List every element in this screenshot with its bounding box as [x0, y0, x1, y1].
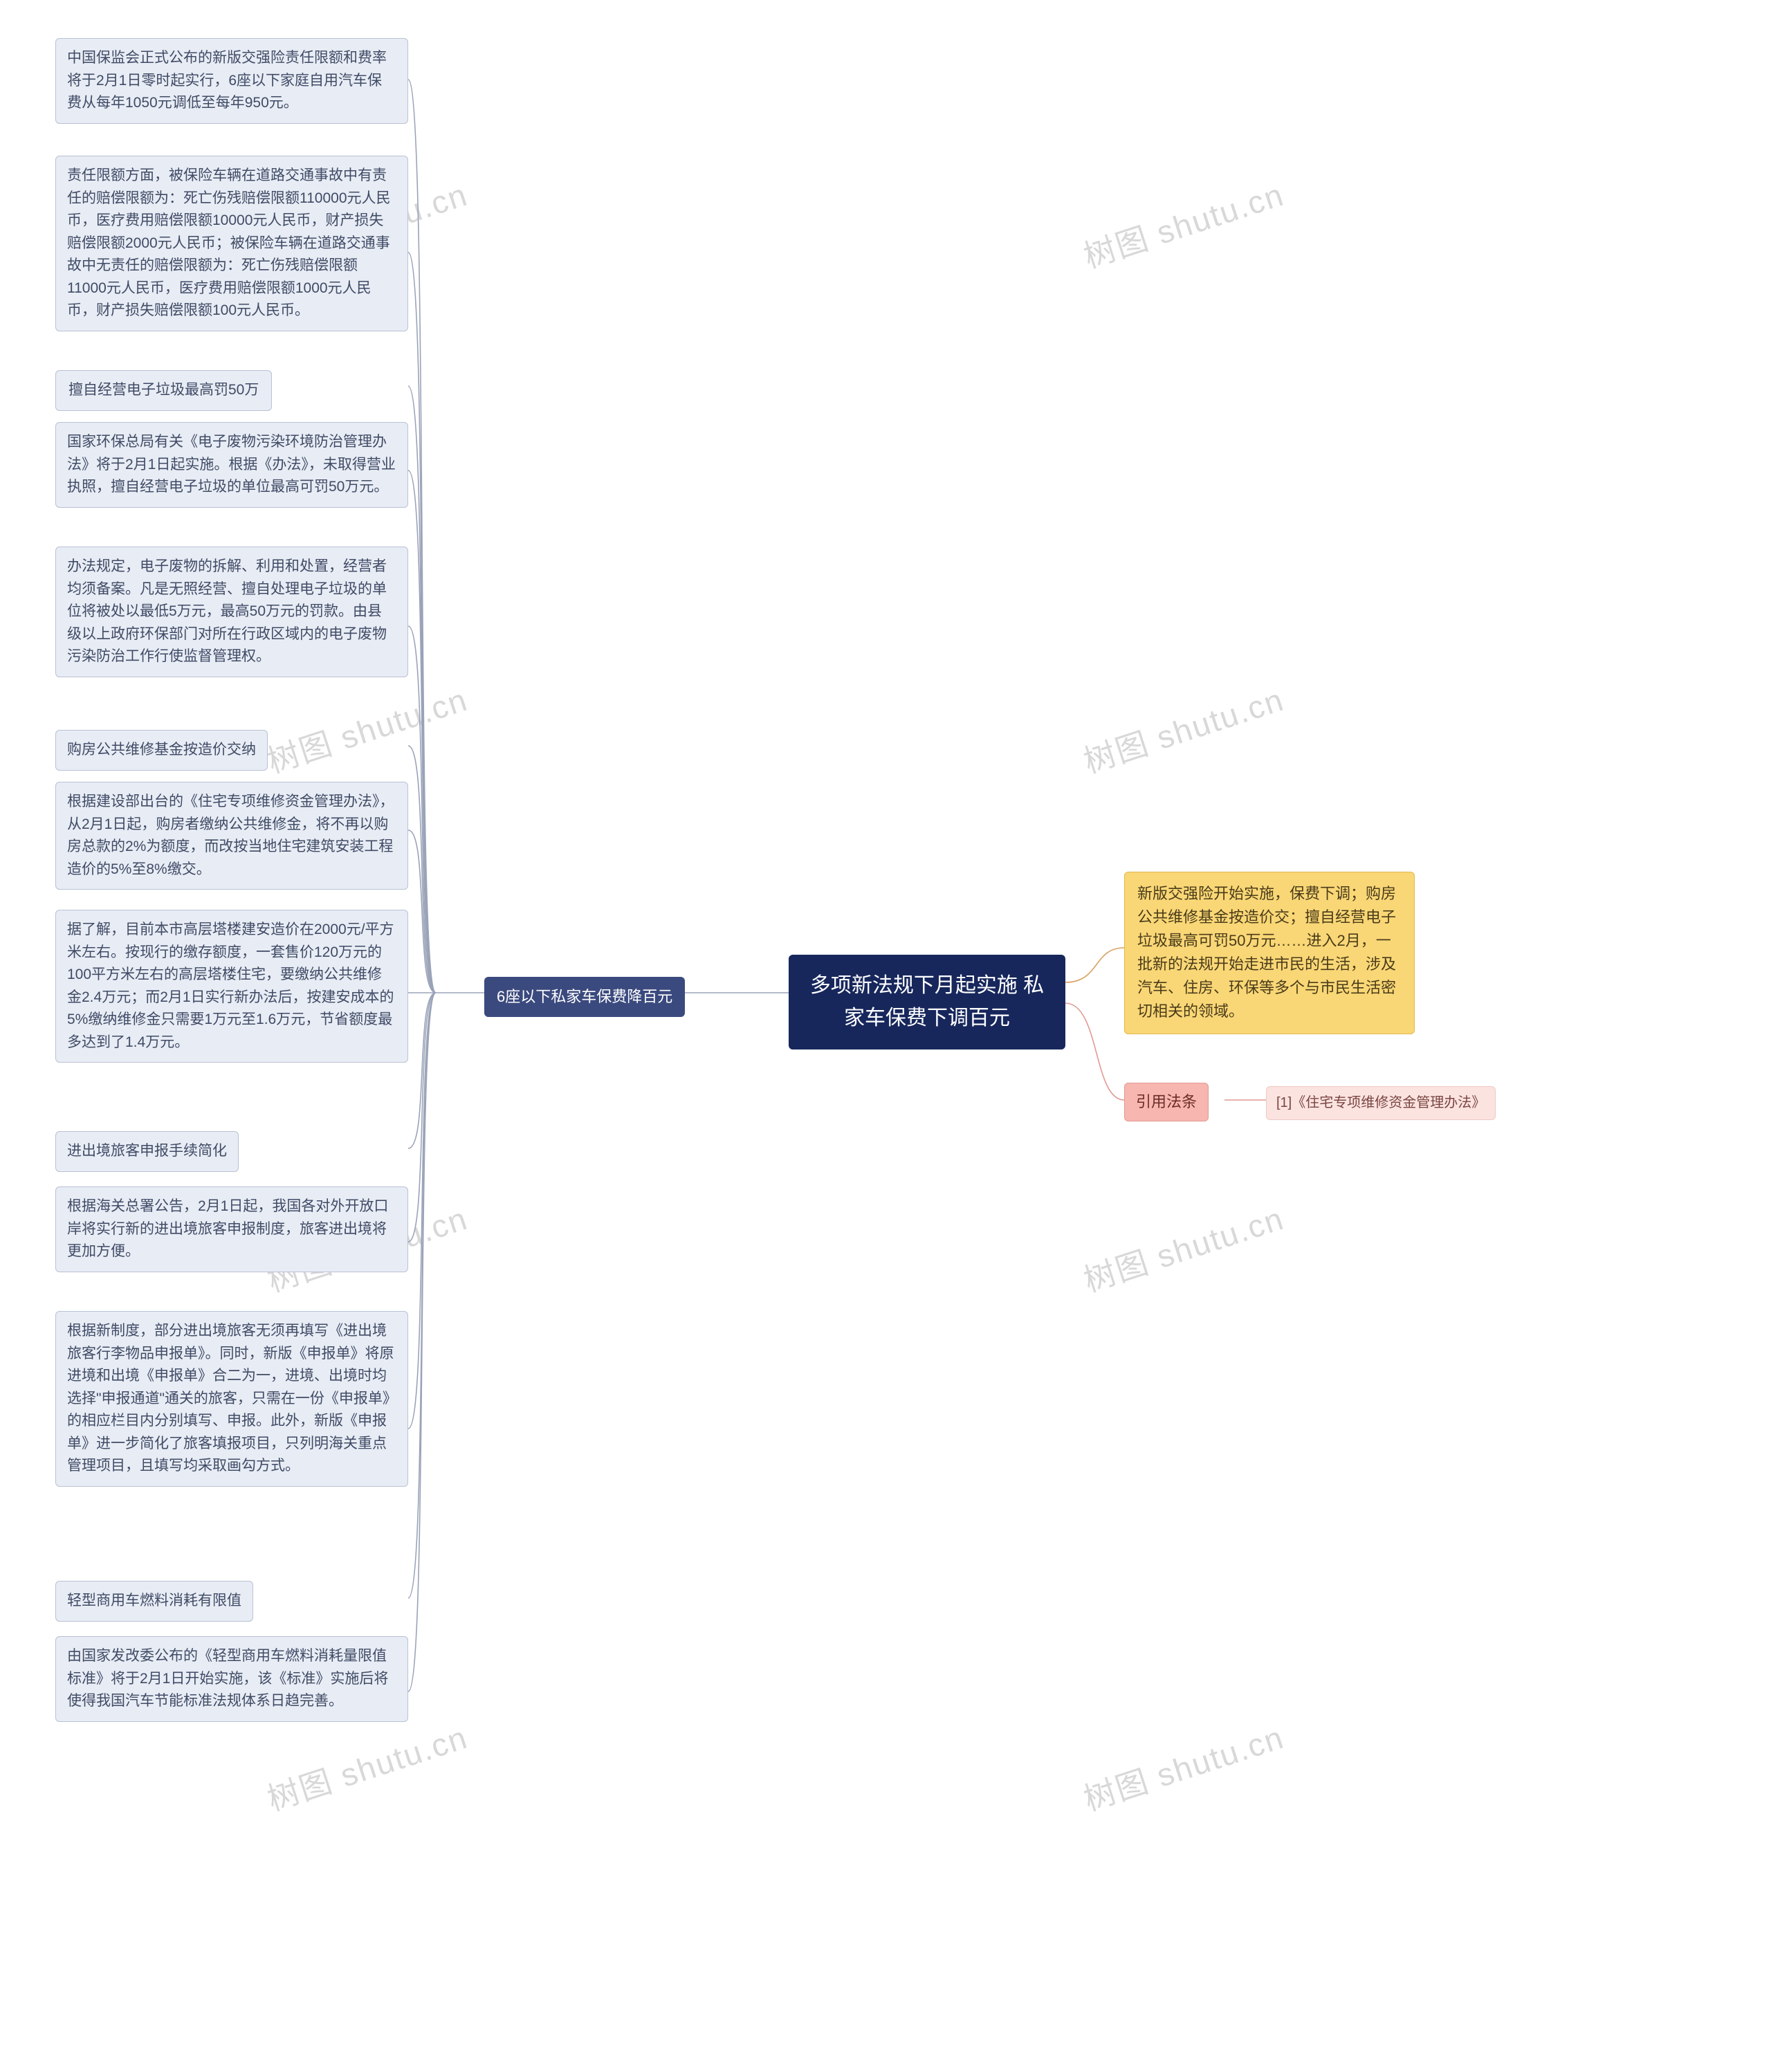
- leaf-node: 责任限额方面，被保险车辆在道路交通事故中有责任的赔偿限额为：死亡伤残赔偿限额11…: [55, 156, 408, 331]
- leaf-node: 国家环保总局有关《电子废物污染环境防治管理办法》将于2月1日起实施。根据《办法》…: [55, 422, 408, 508]
- leaf-node: 据了解，目前本市高层塔楼建安造价在2000元/平方米左右。按现行的缴存额度，一套…: [55, 910, 408, 1063]
- watermark: 树图 shutu.cn: [261, 675, 472, 782]
- watermark: 树图 shutu.cn: [1077, 1712, 1289, 1820]
- leaf-node: 中国保监会正式公布的新版交强险责任限额和费率将于2月1日零时起实行，6座以下家庭…: [55, 38, 408, 124]
- left-branch-node: 6座以下私家车保费降百元: [484, 977, 685, 1017]
- leaf-node: 由国家发改委公布的《轻型商用车燃料消耗量限值标准》将于2月1日开始实施，该《标准…: [55, 1636, 408, 1722]
- summary-node: 新版交强险开始实施，保费下调；购房公共维修基金按造价交；擅自经营电子垃圾最高可罚…: [1124, 872, 1415, 1034]
- leaf-node: 根据新制度，部分进出境旅客无须再填写《进出境旅客行李物品申报单》。同时，新版《申…: [55, 1311, 408, 1487]
- leaf-node: 办法规定，电子废物的拆解、利用和处置，经营者均须备案。凡是无照经营、擅自处理电子…: [55, 547, 408, 677]
- reference-child-node: [1]《住宅专项维修资金管理办法》: [1266, 1086, 1496, 1120]
- leaf-node: 擅自经营电子垃圾最高罚50万: [55, 370, 272, 411]
- root-node: 多项新法规下月起实施 私家车保费下调百元: [789, 955, 1065, 1049]
- leaf-node: 轻型商用车燃料消耗有限值: [55, 1581, 253, 1622]
- watermark: 树图 shutu.cn: [261, 1712, 472, 1820]
- leaf-node: 根据海关总署公告，2月1日起，我国各对外开放口岸将实行新的进出境旅客申报制度，旅…: [55, 1186, 408, 1272]
- watermark: 树图 shutu.cn: [1077, 675, 1289, 782]
- watermark: 树图 shutu.cn: [1077, 1193, 1289, 1301]
- leaf-node: 根据建设部出台的《住宅专项维修资金管理办法》，从2月1日起，购房者缴纳公共维修金…: [55, 782, 408, 890]
- reference-node: 引用法条: [1124, 1083, 1209, 1121]
- leaf-node: 购房公共维修基金按造价交纳: [55, 730, 268, 771]
- watermark: 树图 shutu.cn: [1077, 169, 1289, 277]
- leaf-node: 进出境旅客申报手续简化: [55, 1131, 239, 1172]
